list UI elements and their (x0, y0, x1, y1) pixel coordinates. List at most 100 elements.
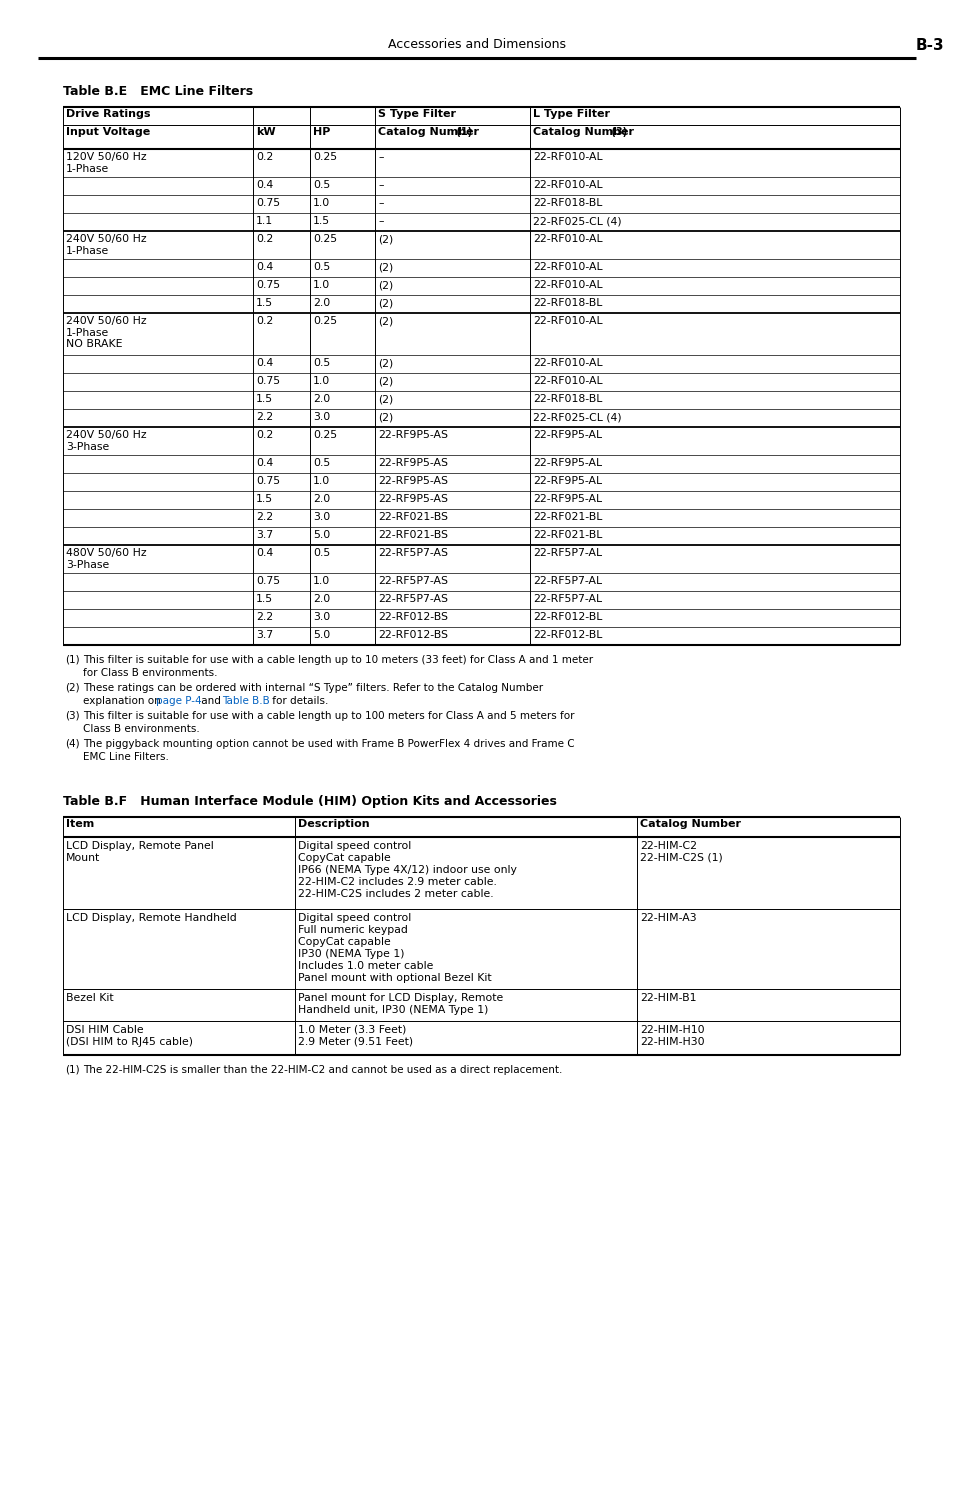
Text: 0.4: 0.4 (255, 262, 273, 272)
Text: (4): (4) (65, 739, 79, 749)
Text: 22-RF9P5-AS: 22-RF9P5-AS (377, 476, 448, 486)
Text: 3.0: 3.0 (313, 613, 330, 622)
Text: page P-4: page P-4 (156, 696, 201, 705)
Text: 22-RF5P7-AS: 22-RF5P7-AS (377, 575, 448, 586)
Text: 0.5: 0.5 (313, 262, 330, 272)
Text: 0.5: 0.5 (313, 358, 330, 367)
Text: 1-Phase: 1-Phase (66, 327, 110, 338)
Text: 0.2: 0.2 (255, 317, 273, 326)
Text: Includes 1.0 meter cable: Includes 1.0 meter cable (297, 961, 433, 971)
Text: CopyCat capable: CopyCat capable (297, 854, 391, 862)
Text: (2): (2) (377, 358, 393, 367)
Text: 22-RF010-AL: 22-RF010-AL (533, 317, 602, 326)
Text: 0.25: 0.25 (313, 430, 336, 440)
Text: 22-RF012-BL: 22-RF012-BL (533, 613, 601, 622)
Text: 1-Phase: 1-Phase (66, 245, 110, 256)
Text: 120V 50/60 Hz: 120V 50/60 Hz (66, 152, 147, 162)
Text: 240V 50/60 Hz: 240V 50/60 Hz (66, 430, 147, 440)
Text: 22-RF010-AL: 22-RF010-AL (533, 376, 602, 387)
Text: (1): (1) (65, 1065, 79, 1075)
Text: 0.4: 0.4 (255, 180, 273, 190)
Text: 22-HIM-H30: 22-HIM-H30 (639, 1036, 704, 1047)
Text: 22-RF010-AL: 22-RF010-AL (533, 152, 602, 162)
Text: 1.0 Meter (3.3 Feet): 1.0 Meter (3.3 Feet) (297, 1025, 406, 1035)
Text: 22-RF5P7-AL: 22-RF5P7-AL (533, 593, 601, 604)
Text: explanation on: explanation on (83, 696, 164, 705)
Text: 2.0: 2.0 (313, 593, 330, 604)
Text: Digital speed control: Digital speed control (297, 842, 411, 851)
Text: CopyCat capable: CopyCat capable (297, 937, 391, 947)
Text: (2): (2) (65, 683, 79, 693)
Text: 2.0: 2.0 (313, 297, 330, 308)
Text: 22-RF012-BS: 22-RF012-BS (377, 630, 448, 639)
Text: –: – (377, 198, 383, 208)
Text: (DSI HIM to RJ45 cable): (DSI HIM to RJ45 cable) (66, 1036, 193, 1047)
Text: This filter is suitable for use with a cable length up to 100 meters for Class A: This filter is suitable for use with a c… (83, 711, 574, 721)
Text: 22-RF012-BS: 22-RF012-BS (377, 613, 448, 622)
Text: 22-RF010-AL: 22-RF010-AL (533, 262, 602, 272)
Text: B-3: B-3 (915, 39, 943, 54)
Text: Table B.F   Human Interface Module (HIM) Option Kits and Accessories: Table B.F Human Interface Module (HIM) O… (63, 796, 557, 807)
Text: This filter is suitable for use with a cable length up to 10 meters (33 feet) fo: This filter is suitable for use with a c… (83, 654, 593, 665)
Text: 0.75: 0.75 (255, 575, 280, 586)
Text: 1.5: 1.5 (255, 394, 273, 404)
Text: Drive Ratings: Drive Ratings (66, 109, 151, 119)
Text: 2.2: 2.2 (255, 613, 273, 622)
Text: EMC Line Filters.: EMC Line Filters. (83, 751, 169, 761)
Text: HP: HP (313, 126, 330, 137)
Text: 0.2: 0.2 (255, 430, 273, 440)
Text: 0.4: 0.4 (255, 358, 273, 367)
Text: Panel mount with optional Bezel Kit: Panel mount with optional Bezel Kit (297, 972, 491, 983)
Text: 22-RF018-BL: 22-RF018-BL (533, 198, 601, 208)
Text: –: – (377, 180, 383, 190)
Text: Catalog Number: Catalog Number (639, 819, 740, 828)
Text: 3-Phase: 3-Phase (66, 559, 110, 570)
Text: 22-RF9P5-AL: 22-RF9P5-AL (533, 494, 601, 504)
Text: 22-RF025-CL (4): 22-RF025-CL (4) (533, 412, 621, 422)
Text: 22-RF9P5-AL: 22-RF9P5-AL (533, 458, 601, 468)
Text: 22-RF5P7-AL: 22-RF5P7-AL (533, 549, 601, 558)
Text: 22-RF010-AL: 22-RF010-AL (533, 233, 602, 244)
Text: NO BRAKE: NO BRAKE (66, 339, 122, 349)
Text: 22-RF021-BL: 22-RF021-BL (533, 512, 601, 522)
Text: 22-RF021-BL: 22-RF021-BL (533, 529, 601, 540)
Text: 22-HIM-A3: 22-HIM-A3 (639, 913, 696, 923)
Text: 5.0: 5.0 (313, 529, 330, 540)
Text: 22-RF9P5-AL: 22-RF9P5-AL (533, 430, 601, 440)
Text: Table B.B: Table B.B (222, 696, 270, 705)
Text: Full numeric keypad: Full numeric keypad (297, 925, 408, 935)
Text: 0.75: 0.75 (255, 198, 280, 208)
Text: Input Voltage: Input Voltage (66, 126, 150, 137)
Text: 2.0: 2.0 (313, 394, 330, 404)
Text: 1.5: 1.5 (255, 593, 273, 604)
Text: 0.75: 0.75 (255, 280, 280, 290)
Text: IP30 (NEMA Type 1): IP30 (NEMA Type 1) (297, 949, 404, 959)
Text: –: – (377, 152, 383, 162)
Text: S Type Filter: S Type Filter (377, 109, 456, 119)
Text: 480V 50/60 Hz: 480V 50/60 Hz (66, 549, 147, 558)
Text: 0.5: 0.5 (313, 549, 330, 558)
Text: (2): (2) (377, 412, 393, 422)
Text: 22-RF018-BL: 22-RF018-BL (533, 394, 601, 404)
Text: 3.0: 3.0 (313, 412, 330, 422)
Text: 22-HIM-C2S (1): 22-HIM-C2S (1) (639, 854, 722, 862)
Text: 3.7: 3.7 (255, 529, 273, 540)
Text: Mount: Mount (66, 854, 100, 862)
Text: LCD Display, Remote Panel: LCD Display, Remote Panel (66, 842, 213, 851)
Text: 2.0: 2.0 (313, 494, 330, 504)
Text: 0.25: 0.25 (313, 233, 336, 244)
Text: Handheld unit, IP30 (NEMA Type 1): Handheld unit, IP30 (NEMA Type 1) (297, 1005, 488, 1016)
Text: 1.0: 1.0 (313, 376, 330, 387)
Text: 22-RF9P5-AL: 22-RF9P5-AL (533, 476, 601, 486)
Text: (2): (2) (377, 376, 393, 387)
Text: These ratings can be ordered with internal “S Type” filters. Refer to the Catalo: These ratings can be ordered with intern… (83, 683, 542, 693)
Text: 22-RF021-BS: 22-RF021-BS (377, 529, 448, 540)
Text: 3.0: 3.0 (313, 512, 330, 522)
Text: and: and (198, 696, 224, 705)
Text: Catalog Number: Catalog Number (377, 126, 478, 137)
Text: 5.0: 5.0 (313, 630, 330, 639)
Text: 240V 50/60 Hz: 240V 50/60 Hz (66, 317, 147, 326)
Text: Class B environments.: Class B environments. (83, 724, 199, 733)
Text: 22-RF025-CL (4): 22-RF025-CL (4) (533, 216, 621, 226)
Text: 22-HIM-C2: 22-HIM-C2 (639, 842, 697, 851)
